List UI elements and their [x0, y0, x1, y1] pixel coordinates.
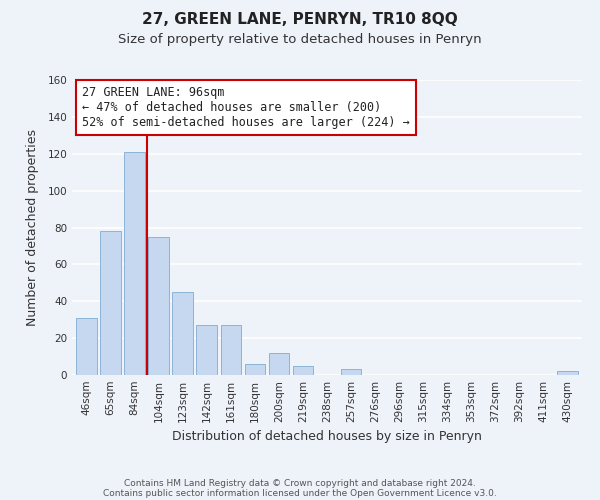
Bar	[100, 231, 121, 375]
Bar	[341, 370, 361, 375]
Bar	[124, 152, 145, 375]
Bar	[245, 364, 265, 375]
Text: 27, GREEN LANE, PENRYN, TR10 8QQ: 27, GREEN LANE, PENRYN, TR10 8QQ	[142, 12, 458, 28]
Bar	[221, 325, 241, 375]
Bar	[172, 292, 193, 375]
Bar	[269, 353, 289, 375]
Y-axis label: Number of detached properties: Number of detached properties	[26, 129, 39, 326]
Bar	[196, 325, 217, 375]
Bar	[76, 318, 97, 375]
Bar	[557, 372, 578, 375]
Text: Contains HM Land Registry data © Crown copyright and database right 2024.: Contains HM Land Registry data © Crown c…	[124, 478, 476, 488]
X-axis label: Distribution of detached houses by size in Penryn: Distribution of detached houses by size …	[172, 430, 482, 444]
Bar	[293, 366, 313, 375]
Text: 27 GREEN LANE: 96sqm
← 47% of detached houses are smaller (200)
52% of semi-deta: 27 GREEN LANE: 96sqm ← 47% of detached h…	[82, 86, 410, 129]
Text: Contains public sector information licensed under the Open Government Licence v3: Contains public sector information licen…	[103, 488, 497, 498]
Bar	[148, 236, 169, 375]
Text: Size of property relative to detached houses in Penryn: Size of property relative to detached ho…	[118, 32, 482, 46]
